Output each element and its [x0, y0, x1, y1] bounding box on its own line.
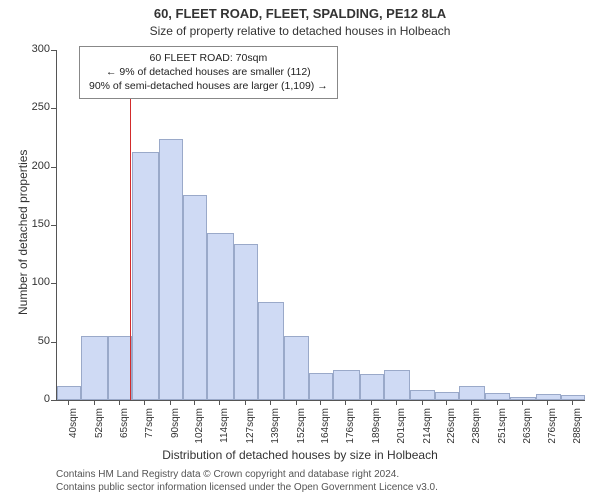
x-tick-mark [94, 400, 95, 405]
footer-attribution: Contains HM Land Registry data © Crown c… [56, 468, 438, 494]
histogram-bar [360, 374, 384, 400]
footer-line2: Contains public sector information licen… [56, 481, 438, 494]
annotation-box: 60 FLEET ROAD: 70sqm ← 9% of detached ho… [79, 46, 338, 99]
histogram-bar [159, 139, 183, 400]
histogram-bar [435, 392, 459, 400]
y-tick-label: 200 [22, 160, 50, 172]
x-tick-mark [446, 400, 447, 405]
y-tick-mark [51, 50, 56, 51]
title-main: 60, FLEET ROAD, FLEET, SPALDING, PE12 8L… [0, 6, 600, 21]
x-axis-label: Distribution of detached houses by size … [0, 448, 600, 462]
histogram-bar [510, 397, 536, 401]
annotation-line2: ← 9% of detached houses are smaller (112… [89, 65, 328, 79]
footer-line1: Contains HM Land Registry data © Crown c… [56, 468, 438, 481]
y-tick-label: 150 [22, 218, 50, 230]
x-tick-mark [345, 400, 346, 405]
histogram-bar [309, 373, 333, 400]
x-tick-mark [270, 400, 271, 405]
annotation-line3: 90% of semi-detached houses are larger (… [89, 79, 328, 93]
histogram-bar [81, 336, 107, 400]
x-tick-mark [471, 400, 472, 405]
x-tick-mark [497, 400, 498, 405]
histogram-bar [108, 336, 132, 400]
x-tick-mark [396, 400, 397, 405]
y-tick-mark [51, 342, 56, 343]
y-tick-label: 0 [22, 393, 50, 405]
y-tick-label: 50 [22, 335, 50, 347]
histogram-bar [284, 336, 308, 400]
y-tick-label: 100 [22, 276, 50, 288]
x-tick-mark [320, 400, 321, 405]
figure: 60, FLEET ROAD, FLEET, SPALDING, PE12 8L… [0, 0, 600, 500]
histogram-bar [485, 393, 509, 400]
histogram-bar [333, 370, 359, 400]
y-tick-label: 250 [22, 101, 50, 113]
y-tick-mark [51, 108, 56, 109]
histogram-bar [57, 386, 81, 400]
title-sub: Size of property relative to detached ho… [0, 24, 600, 38]
x-tick-mark [170, 400, 171, 405]
x-tick-mark [422, 400, 423, 405]
histogram-bar [234, 244, 258, 400]
x-tick-mark [572, 400, 573, 405]
histogram-bar [410, 390, 434, 401]
histogram-bar [132, 152, 158, 401]
x-tick-mark [68, 400, 69, 405]
histogram-bar [183, 195, 207, 400]
y-tick-label: 300 [22, 43, 50, 55]
x-tick-mark [144, 400, 145, 405]
histogram-bar [459, 386, 485, 400]
y-tick-mark [51, 283, 56, 284]
x-tick-mark [296, 400, 297, 405]
x-tick-mark [194, 400, 195, 405]
histogram-bar [258, 302, 284, 400]
x-tick-mark [522, 400, 523, 405]
x-tick-mark [371, 400, 372, 405]
y-tick-mark [51, 167, 56, 168]
histogram-bar [384, 370, 410, 400]
x-tick-mark [547, 400, 548, 405]
x-tick-mark [119, 400, 120, 405]
x-tick-mark [219, 400, 220, 405]
y-tick-mark [51, 400, 56, 401]
y-tick-mark [51, 225, 56, 226]
annotation-line1: 60 FLEET ROAD: 70sqm [89, 51, 328, 65]
y-axis-label: Number of detached properties [16, 150, 30, 315]
x-tick-mark [245, 400, 246, 405]
histogram-bar [207, 233, 233, 400]
property-marker-line [130, 50, 131, 400]
plot-area: 60 FLEET ROAD: 70sqm ← 9% of detached ho… [56, 50, 585, 401]
